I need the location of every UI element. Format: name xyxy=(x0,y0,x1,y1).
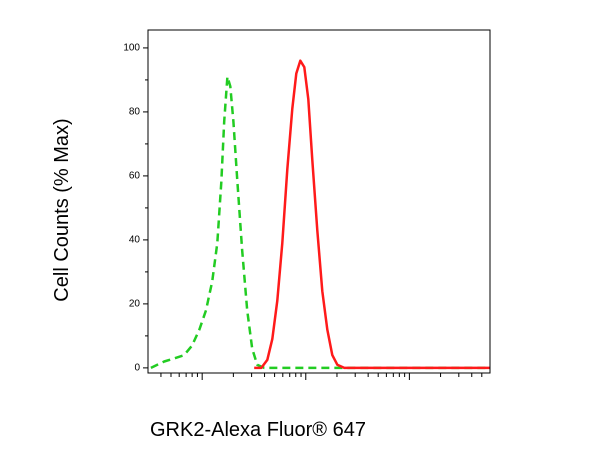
y-tick-label: 60 xyxy=(129,171,141,182)
series-line xyxy=(150,75,490,370)
y-tick-label: 40 xyxy=(129,235,141,246)
y-axis-label: Cell Counts (% Max) xyxy=(51,118,73,301)
y-tick-label: 0 xyxy=(134,363,140,374)
y-tick-label: 80 xyxy=(129,107,141,118)
y-tick-label: 20 xyxy=(129,299,141,310)
x-axis-label: GRK2-Alexa Fluor® 647 xyxy=(150,419,366,441)
y-tick-label: 100 xyxy=(123,43,140,54)
series-line xyxy=(254,59,490,370)
plot-frame xyxy=(147,29,491,374)
